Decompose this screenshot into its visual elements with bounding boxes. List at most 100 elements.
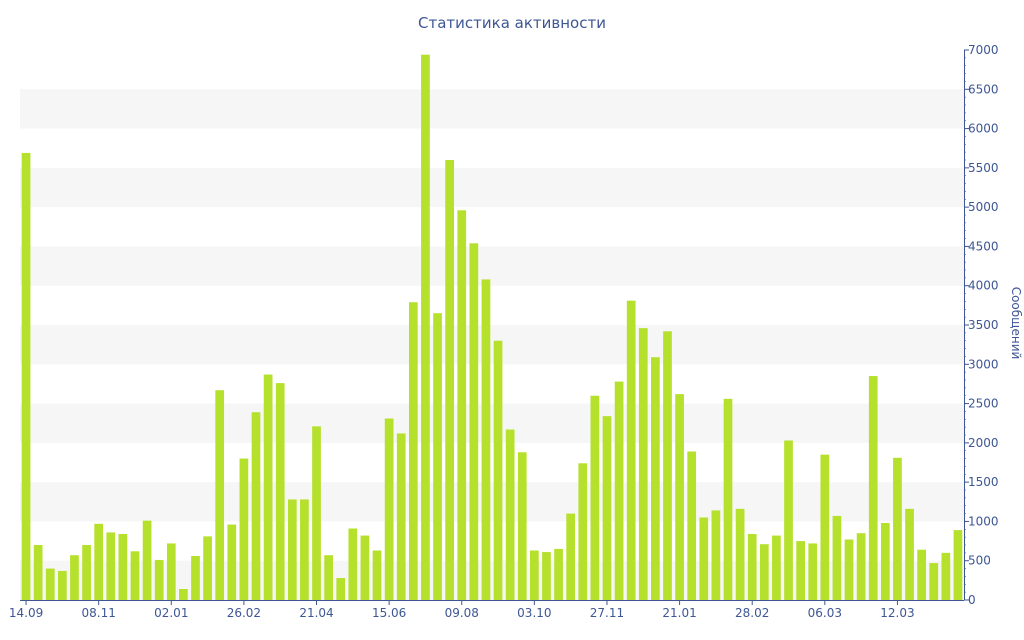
bar — [626, 300, 636, 600]
bar — [203, 536, 212, 600]
x-tick-label: 02.01 — [154, 606, 188, 620]
bar — [239, 458, 249, 600]
y-tick-label: 4500 — [968, 239, 999, 253]
y-tick-label: 6500 — [968, 82, 999, 96]
bar — [651, 357, 660, 600]
grid-bands — [20, 89, 964, 600]
chart-title: Статистика активности — [418, 14, 606, 32]
bar — [638, 328, 648, 600]
bar — [457, 210, 467, 601]
bar — [94, 523, 104, 600]
bar — [445, 160, 454, 600]
y-tick-label: 3500 — [968, 318, 999, 332]
bar — [70, 555, 79, 600]
bar — [663, 331, 672, 600]
grid-band — [20, 560, 964, 600]
y-tick-label: 4000 — [968, 279, 999, 293]
x-tick-label: 08.11 — [81, 606, 115, 620]
x-tick-label: 15.06 — [372, 606, 406, 620]
bar — [759, 544, 769, 600]
x-tick-label: 06.03 — [808, 606, 842, 620]
bar — [263, 374, 273, 600]
bar — [675, 394, 684, 600]
bar — [953, 530, 963, 600]
bar — [275, 383, 285, 600]
y-ticks: 0 500 1000 1500 2000 2500 3000 3500 4000 4500 5000… — [964, 43, 999, 607]
bar — [784, 440, 793, 600]
bar — [554, 548, 563, 600]
bar — [796, 541, 805, 600]
bar — [142, 520, 152, 600]
bar — [699, 517, 709, 600]
bar — [530, 550, 539, 600]
bar — [917, 549, 926, 600]
bar — [868, 376, 878, 600]
y-tick-label: 500 — [968, 554, 991, 568]
bar — [832, 515, 842, 600]
bar — [336, 578, 346, 600]
bar — [929, 563, 939, 600]
x-ticks: 14.09 08.11 02.01 26.02 21.04 15.06 09.08 03.10… — [9, 600, 915, 620]
bar — [372, 550, 382, 600]
bar — [590, 395, 600, 600]
bar — [106, 532, 116, 600]
y-tick-label: 3000 — [968, 357, 999, 371]
bar — [384, 418, 394, 600]
y-tick-label: 0 — [968, 593, 976, 607]
bar — [45, 568, 55, 600]
bar — [602, 416, 612, 600]
bar — [21, 152, 31, 600]
grid-band — [20, 482, 964, 522]
y-tick-label: 5500 — [968, 161, 999, 175]
bars — [21, 54, 963, 601]
bar — [735, 508, 745, 600]
bar — [723, 398, 733, 600]
grid-band — [20, 167, 964, 208]
bar — [433, 313, 442, 600]
bar — [542, 552, 551, 600]
bar — [808, 543, 818, 600]
bar — [179, 589, 188, 600]
x-tick-label: 21.01 — [662, 606, 696, 620]
bar — [130, 551, 140, 600]
bar — [396, 433, 406, 600]
bar — [58, 570, 67, 600]
grid-band — [20, 89, 964, 129]
bar — [324, 555, 333, 600]
bar — [614, 381, 624, 600]
bar — [711, 510, 721, 600]
y-tick-label: 5000 — [968, 200, 999, 214]
bar — [300, 499, 309, 600]
x-tick-label: 21.04 — [299, 606, 333, 620]
y-tick-label: 2500 — [968, 397, 999, 411]
bar — [348, 528, 358, 600]
bar — [287, 499, 297, 600]
bar — [481, 279, 491, 600]
x-tick-label: 03.10 — [517, 606, 551, 620]
y-axis-title: Сообщений — [1009, 287, 1023, 360]
bar — [578, 463, 588, 600]
bar — [166, 543, 176, 600]
bar — [856, 533, 866, 600]
bar — [33, 545, 43, 600]
grid-band — [20, 325, 964, 365]
grid-band — [20, 403, 964, 443]
bar — [118, 534, 128, 600]
bar — [312, 426, 321, 600]
bar — [566, 513, 576, 600]
bar — [893, 457, 902, 600]
bar — [820, 454, 830, 600]
bar — [191, 556, 200, 600]
bar — [772, 535, 781, 600]
bar — [251, 412, 261, 600]
bar — [505, 429, 515, 600]
bar — [408, 302, 418, 600]
bar — [493, 340, 503, 600]
y-tick-label: 7000 — [968, 43, 999, 57]
x-tick-label: 12.03 — [880, 606, 914, 620]
bar — [687, 451, 697, 600]
y-tick-label: 2000 — [968, 436, 999, 450]
bar — [517, 452, 527, 600]
bar — [154, 559, 164, 600]
